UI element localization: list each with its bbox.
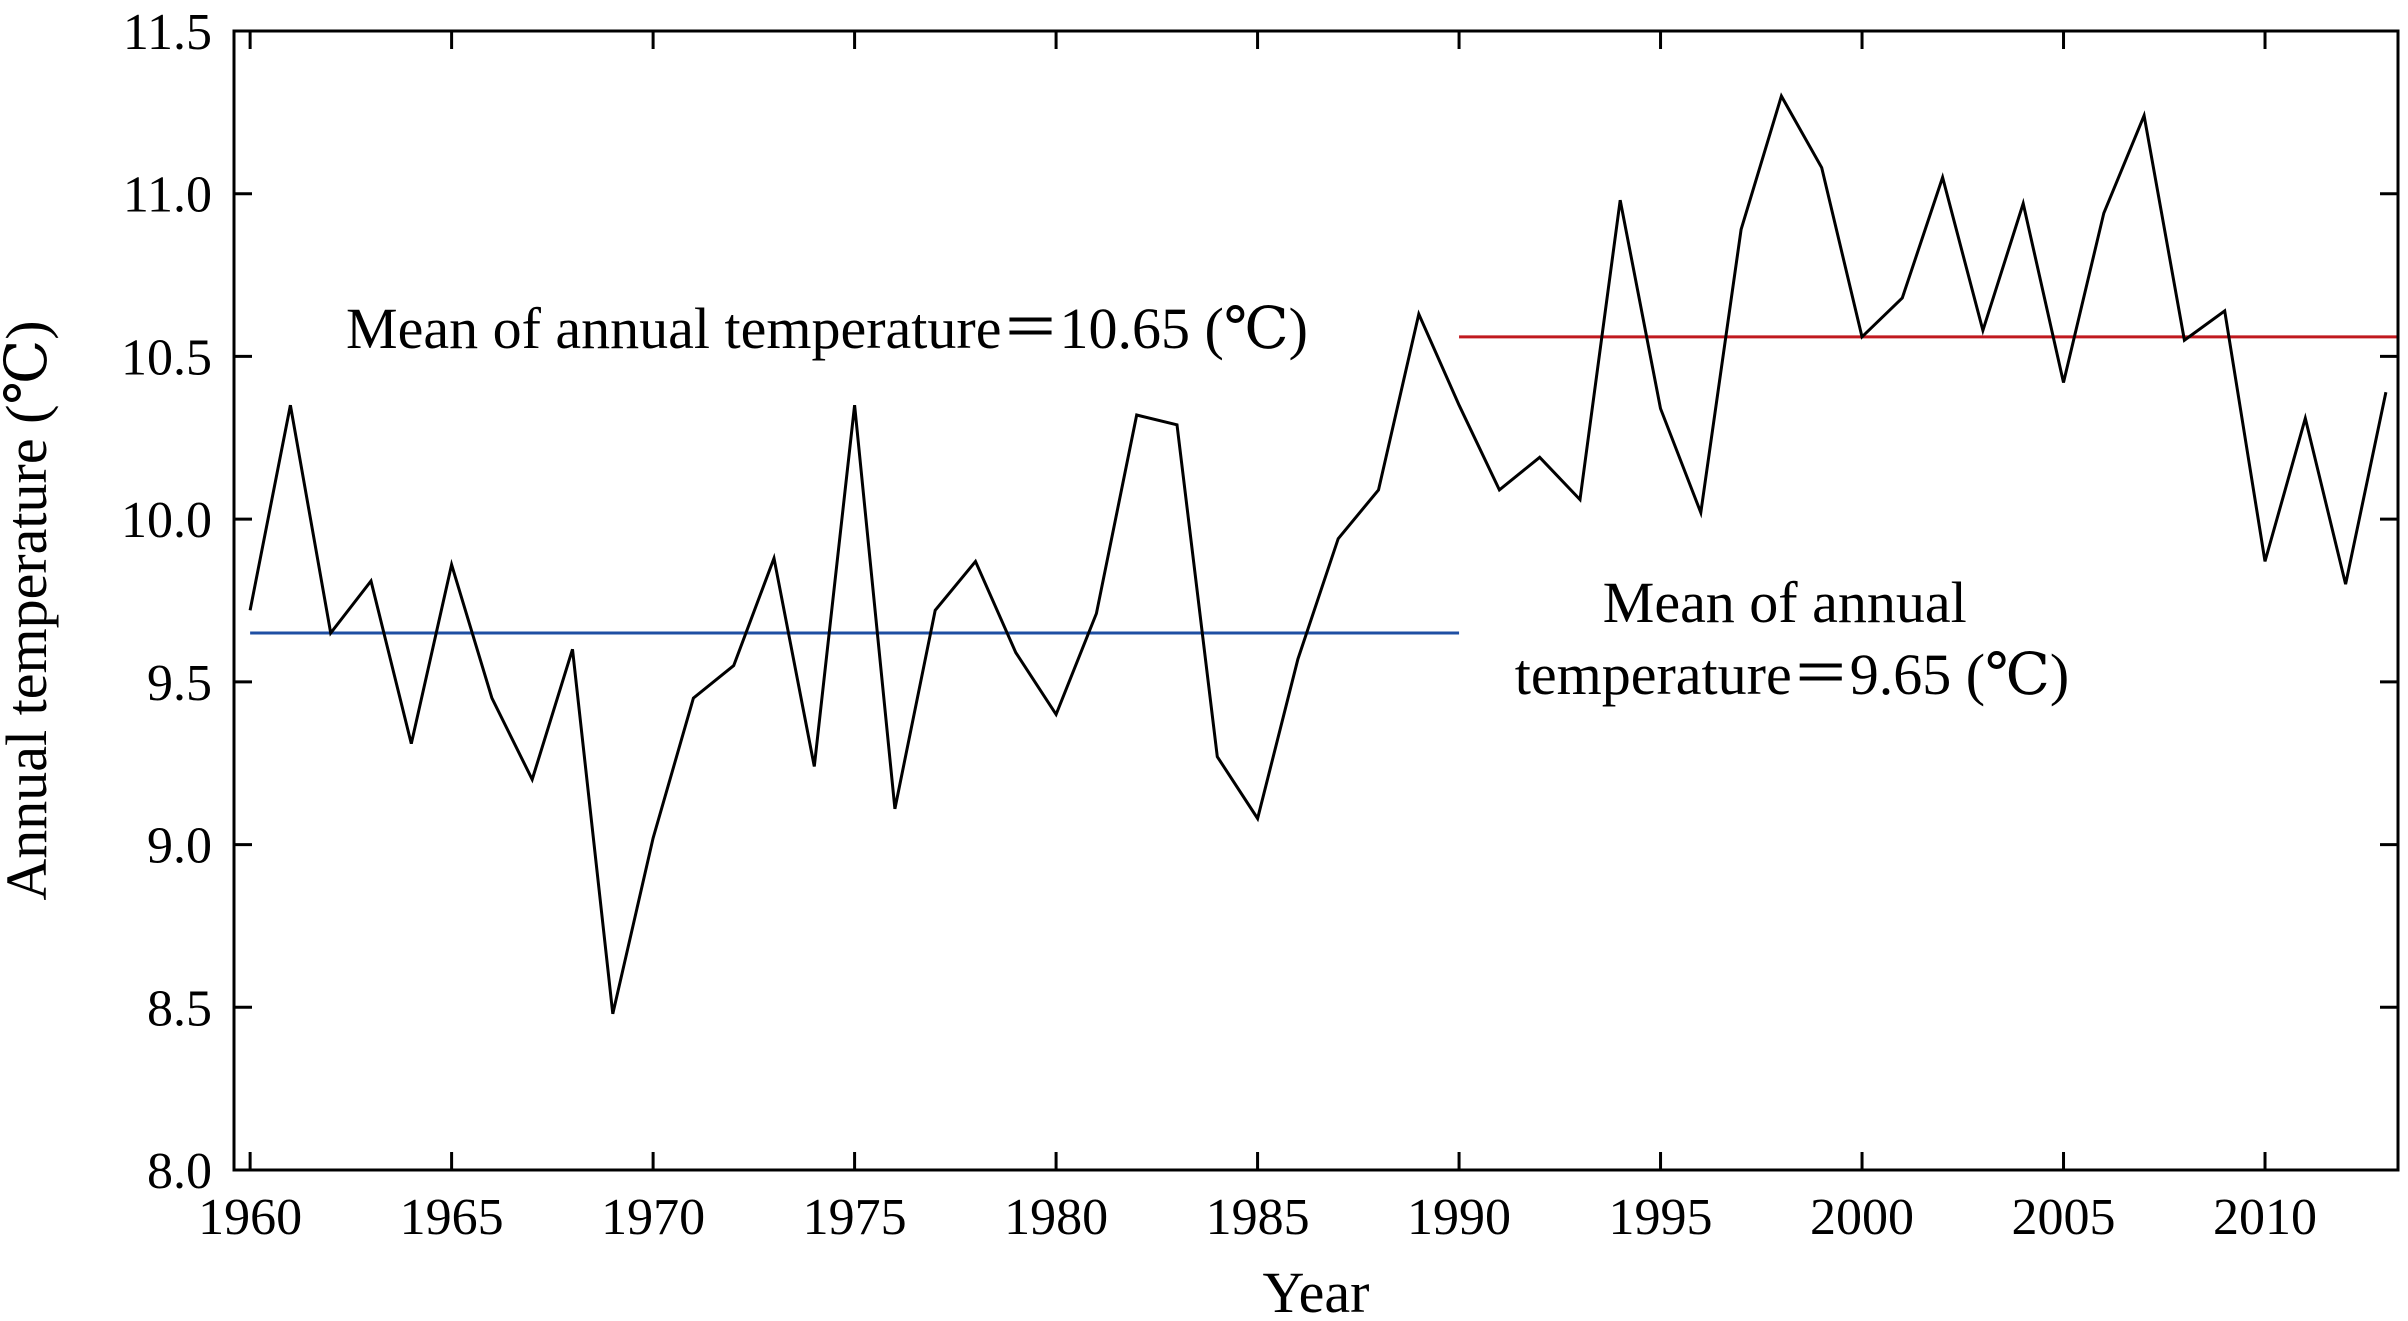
series-line-annual-temperature — [248, 92, 2388, 1015]
x-tick-label: 1975 — [803, 1189, 907, 1246]
y-axis-ticks: 8.0 8.5 9.0 9.5 10.0 10.5 11.0 11.5 — [121, 4, 2398, 1200]
y-tick-label: 8.5 — [147, 980, 212, 1037]
x-tick-label: 2010 — [2213, 1189, 2317, 1246]
x-tick-label: 1965 — [400, 1189, 504, 1246]
y-tick-label: 10.0 — [121, 492, 212, 549]
y-tick-label: 11.5 — [123, 4, 212, 61]
x-tick-label: 2005 — [2012, 1189, 2116, 1246]
x-tick-label: 2000 — [1810, 1189, 1914, 1246]
y-tick-label: 11.0 — [123, 167, 212, 224]
x-tick-label: 1995 — [1609, 1189, 1713, 1246]
x-tick-label: 1985 — [1206, 1189, 1310, 1246]
y-tick-label: 8.0 — [147, 1143, 212, 1200]
reference-lines — [250, 335, 2398, 635]
annotation-mean-1960-1990: Mean of annual temperature＝9.65 (℃) — [1515, 570, 2069, 707]
annotation-line: temperature＝9.65 (℃) — [1515, 642, 2069, 707]
x-axis-ticks: 1960 1965 1970 1975 1980 1985 1990 1995 2000 2005… — [198, 31, 2317, 1246]
y-tick-label: 9.5 — [147, 655, 212, 712]
x-tick-label: 1970 — [601, 1189, 705, 1246]
annotation-mean-1990-2013: Mean of annual temperature＝10.65 (℃) — [346, 296, 1308, 361]
x-tick-label: 1960 — [198, 1189, 302, 1246]
annotation-line: Mean of annual — [1603, 570, 1967, 635]
y-tick-label: 10.5 — [121, 329, 212, 386]
x-tick-label: 1990 — [1407, 1189, 1511, 1246]
y-tick-label: 9.0 — [147, 818, 212, 875]
y-axis-title: Annual temperature (℃) — [0, 320, 59, 900]
x-axis-title: Year — [1263, 1260, 1370, 1321]
plot-frame — [232, 29, 2400, 1172]
annotation-line: Mean of annual temperature＝10.65 (℃) — [346, 296, 1308, 361]
x-tick-label: 1980 — [1004, 1189, 1108, 1246]
